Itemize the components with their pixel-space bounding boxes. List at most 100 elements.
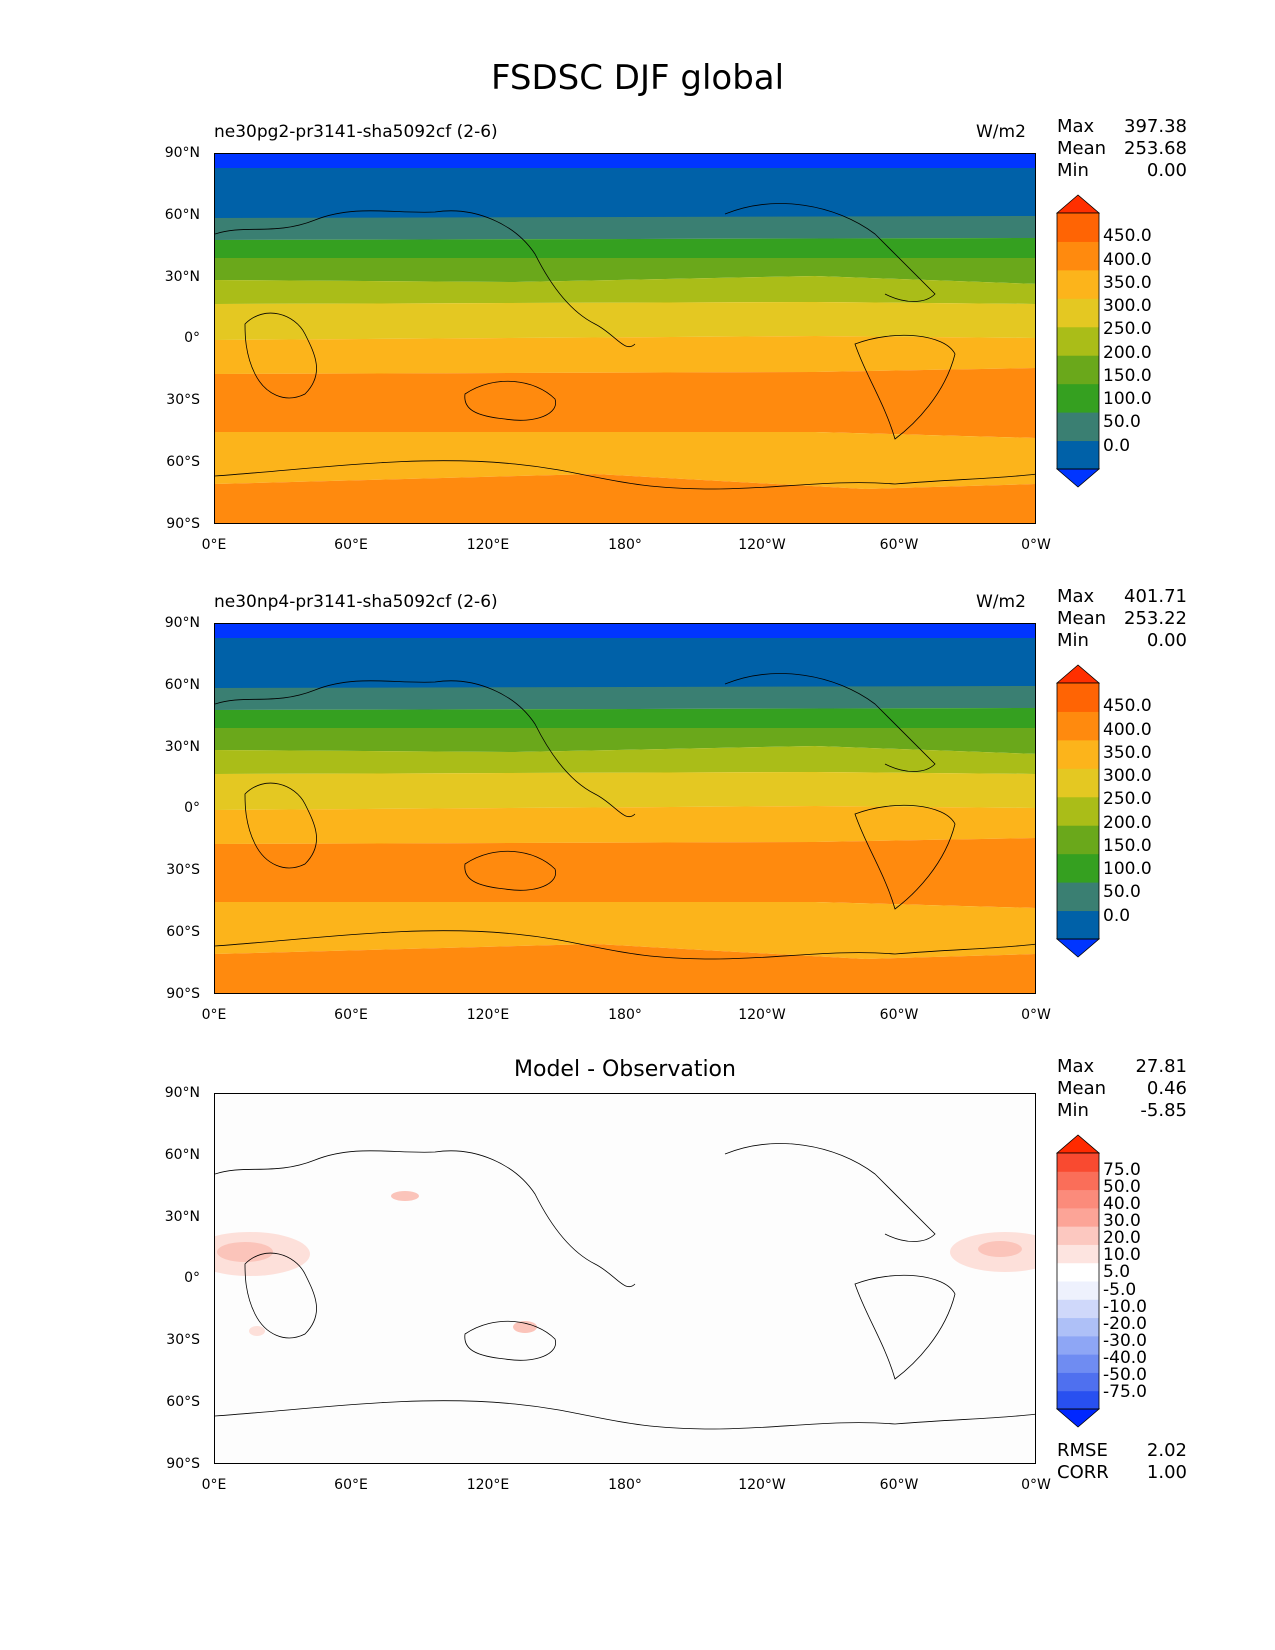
colorbar-segment xyxy=(1057,910,1099,940)
stat-label: Max xyxy=(1057,1056,1095,1077)
colorbar-segment xyxy=(1057,213,1099,242)
lat-tick: 0° xyxy=(184,1270,200,1286)
colorbar-segment xyxy=(1057,711,1099,741)
colorbar-tick-label: 30.0 xyxy=(1103,1211,1141,1232)
colorbar-segment xyxy=(1057,1372,1099,1392)
stats-box: Max 401.71 Mean 253.22 Min 0.00 xyxy=(1057,586,1187,652)
stat-min: -5.85 xyxy=(1140,1100,1187,1121)
stat-label: Min xyxy=(1057,1100,1089,1121)
lon-tick: 0°W xyxy=(1021,1477,1051,1493)
colorbar-segment xyxy=(1057,269,1099,299)
colorbar-tick-label: 75.0 xyxy=(1103,1160,1141,1181)
colorbar-segment xyxy=(1057,683,1099,712)
colorbar-tick-label: 0.0 xyxy=(1103,905,1131,926)
colorbar-segment xyxy=(1057,882,1099,912)
colorbar-segment xyxy=(1057,298,1099,328)
lat-tick: 60°S xyxy=(166,1394,200,1410)
lat-tick: 90°S xyxy=(166,1456,200,1472)
colorbar-tick-label: 5.0 xyxy=(1103,1262,1131,1283)
colorbar-segment xyxy=(1057,355,1099,385)
map-difference xyxy=(214,1093,1036,1464)
skill-scores: RMSE 2.02 CORR 1.00 xyxy=(1057,1440,1187,1484)
colorbar-extend-min xyxy=(1055,1408,1101,1428)
colorbar-segment xyxy=(1057,1390,1099,1410)
stat-mean: 0.46 xyxy=(1146,1078,1187,1099)
colorbar-tick-label: 350.0 xyxy=(1103,742,1152,763)
lat-tick: 0° xyxy=(184,330,200,346)
stat-mean: 253.68 xyxy=(1124,138,1187,159)
colorbar-extend-min xyxy=(1055,468,1101,488)
colorbar-tick-label: -50.0 xyxy=(1103,1364,1147,1385)
lon-tick: 0°E xyxy=(201,537,227,553)
lat-tick: 90°S xyxy=(166,516,200,532)
colorbar-segment xyxy=(1057,739,1099,769)
colorbar-tick-label: 150.0 xyxy=(1103,835,1152,856)
colorbar-segment xyxy=(1057,1207,1099,1227)
lat-tick: 0° xyxy=(184,800,200,816)
lat-tick: 30°N xyxy=(164,739,200,755)
colorbar-tick-label: -10.0 xyxy=(1103,1296,1147,1317)
colorbar-segment xyxy=(1057,1281,1099,1300)
lon-tick: 120°W xyxy=(738,1477,786,1493)
colorbar-segment xyxy=(1057,412,1099,442)
lat-tick: 60°N xyxy=(164,207,200,223)
lon-tick: 120°W xyxy=(738,1007,786,1023)
lat-tick: 90°N xyxy=(164,1085,200,1101)
lat-tick: 60°N xyxy=(164,677,200,693)
stat-label: Max xyxy=(1057,116,1095,137)
colorbar-tick-label: 40.0 xyxy=(1103,1194,1141,1215)
colorbar-segment xyxy=(1057,326,1099,356)
colorbar-segment xyxy=(1057,1299,1099,1319)
map-field-model xyxy=(215,154,1035,523)
colorbar-segment xyxy=(1057,241,1099,271)
rmse-value: 2.02 xyxy=(1146,1440,1187,1461)
lon-tick: 0°E xyxy=(201,1477,227,1493)
colorbar-segment xyxy=(1057,1153,1099,1172)
colorbar-segment xyxy=(1057,1244,1099,1264)
colorbar-segment xyxy=(1057,1171,1099,1191)
colorbar-segment xyxy=(1057,1335,1099,1355)
lat-tick: 90°N xyxy=(164,145,200,161)
stat-mean: 253.22 xyxy=(1124,608,1187,629)
lon-tick: 120°E xyxy=(466,1477,510,1493)
colorbar-model xyxy=(1055,194,1101,488)
colorbar-tick-label: 250.0 xyxy=(1103,789,1152,810)
lon-tick: 180° xyxy=(608,1477,642,1493)
colorbar-tick-label: -20.0 xyxy=(1103,1313,1147,1334)
colorbar-tick-label: -30.0 xyxy=(1103,1330,1147,1351)
lat-tick: 30°N xyxy=(164,1209,200,1225)
colorbar-segment xyxy=(1057,383,1099,413)
lat-tick: 30°S xyxy=(166,392,200,408)
lon-tick: 180° xyxy=(608,537,642,553)
colorbar-extend-max xyxy=(1055,1134,1101,1154)
stat-label: Max xyxy=(1057,586,1095,607)
colorbar-reference xyxy=(1055,664,1101,958)
stat-min: 0.00 xyxy=(1146,630,1187,651)
colorbar-tick-label: 10.0 xyxy=(1103,1245,1141,1266)
colorbar-difference xyxy=(1055,1134,1101,1428)
lat-tick: 60°S xyxy=(166,454,200,470)
colorbar-extend-max xyxy=(1055,194,1101,214)
stat-label: Min xyxy=(1057,630,1089,651)
colorbar-tick-label: 100.0 xyxy=(1103,859,1152,880)
colorbar-tick-label: 0.0 xyxy=(1103,435,1131,456)
figure-title: FSDSC DJF global xyxy=(490,58,785,98)
colorbar-segment xyxy=(1057,1226,1099,1245)
colorbar-tick-label: 450.0 xyxy=(1103,226,1152,247)
colorbar-tick-label: 400.0 xyxy=(1103,719,1152,740)
colorbar-tick-label: 20.0 xyxy=(1103,1228,1141,1249)
colorbar-segment xyxy=(1057,1317,1099,1337)
colorbar-tick-label: 350.0 xyxy=(1103,272,1152,293)
panel-title: Model - Observation xyxy=(514,1057,736,1082)
colorbar-tick-label: 50.0 xyxy=(1103,412,1141,433)
lon-tick: 60°W xyxy=(879,537,919,553)
lat-tick: 90°N xyxy=(164,615,200,631)
lon-tick: 0°E xyxy=(201,1007,227,1023)
colorbar-tick-label: 50.0 xyxy=(1103,882,1141,903)
colorbar-tick-label: 100.0 xyxy=(1103,389,1152,410)
colorbar-tick-label: 300.0 xyxy=(1103,296,1152,317)
colorbar-segment xyxy=(1057,1262,1099,1282)
stat-label: Mean xyxy=(1057,1078,1107,1099)
colorbar-extend-max xyxy=(1055,664,1101,684)
colorbar-tick-label: 250.0 xyxy=(1103,319,1152,340)
